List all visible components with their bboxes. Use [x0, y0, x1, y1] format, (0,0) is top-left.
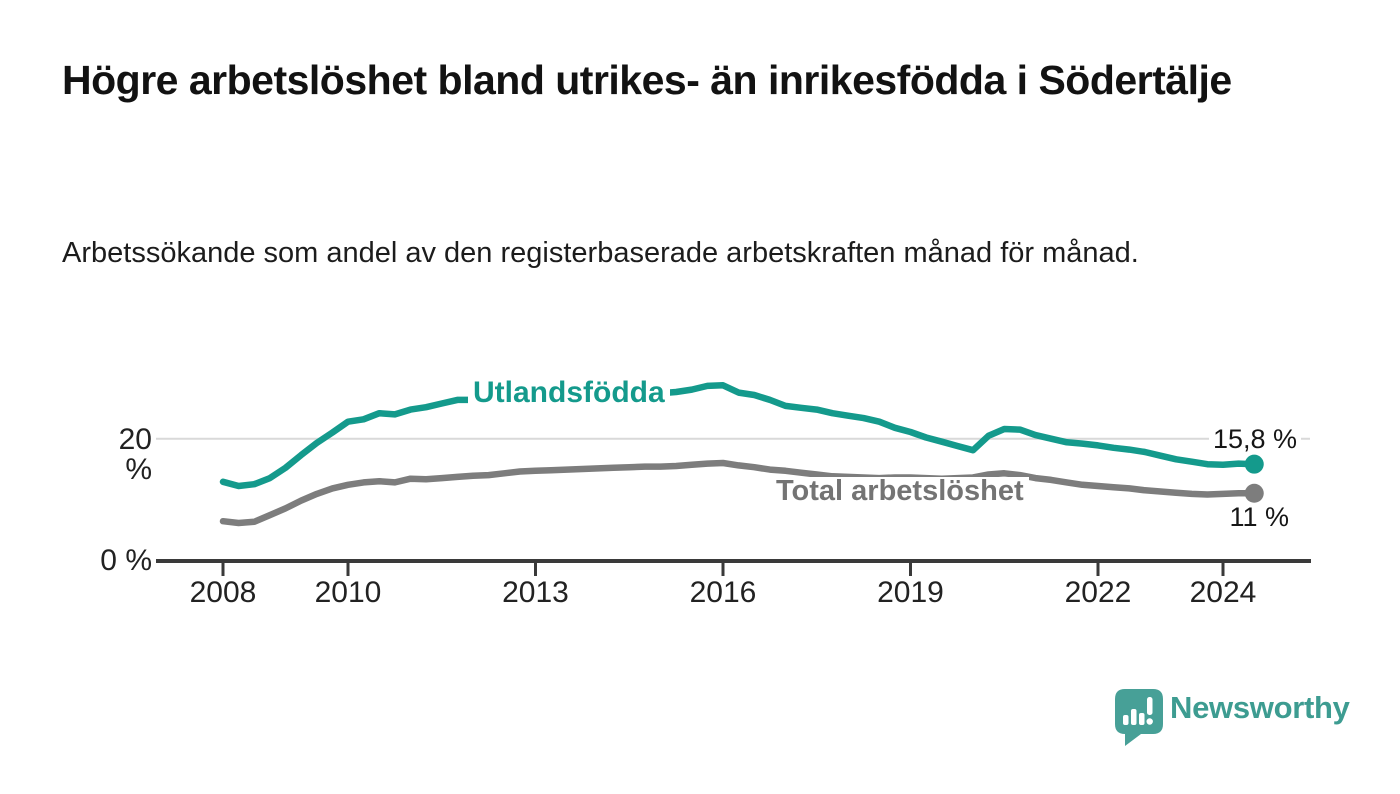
series-end-dot-total-arbetsloshet	[1244, 483, 1264, 503]
x-axis-label-2022: 2022	[1064, 576, 1132, 609]
x-axis-label-2024: 2024	[1189, 576, 1257, 609]
chart-title: Högre arbetslöshet bland utrikes- än inr…	[62, 57, 1232, 103]
end-value-label-utlandsfodda: 15,8 %	[1208, 425, 1301, 453]
x-axis-label-2016: 2016	[689, 576, 757, 609]
end-value-label-total-arbetsloshet: 11 %	[1229, 502, 1289, 532]
brand-name: Newsworthy	[1170, 690, 1350, 725]
y-axis-label-20: 20 %	[118, 423, 152, 486]
series-label-total-arbetsloshet: Total arbetslöshet	[771, 477, 1029, 506]
series-line-utlandsfodda	[219, 382, 1258, 490]
chart-subtitle: Arbetssökande som andel av den registerb…	[62, 237, 1139, 269]
series-line-total-arbetsloshet	[219, 459, 1258, 527]
x-axis-label-2013: 2013	[502, 576, 569, 609]
series-end-dot-utlandsfodda	[1244, 454, 1264, 474]
x-axis-label-2010: 2010	[314, 576, 382, 609]
newsworthy-logo-icon	[1115, 689, 1163, 746]
y-axis-label-0: 0 %	[100, 544, 152, 577]
series-label-utlandsfodda: Utlandsfödda	[468, 378, 670, 408]
x-axis-label-2008: 2008	[189, 576, 257, 609]
x-axis-label-2019: 2019	[877, 576, 944, 609]
